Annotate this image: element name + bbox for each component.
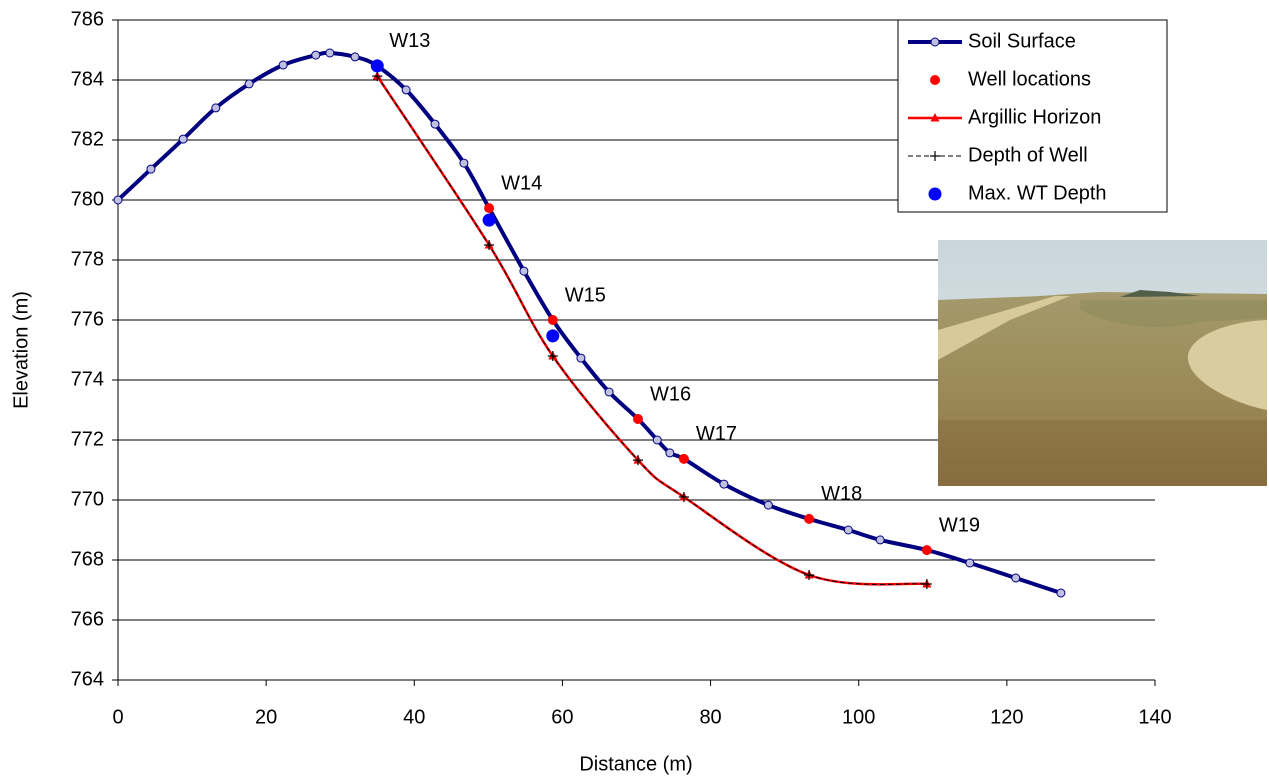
- marker: [325, 48, 335, 58]
- photo-stubble: [1187, 320, 1267, 410]
- marker: [370, 59, 384, 73]
- marker: [278, 60, 288, 70]
- x-axis-title: Distance (m): [579, 753, 692, 775]
- marker: [804, 513, 815, 524]
- point-label: W15: [565, 284, 606, 306]
- marker: [113, 195, 123, 205]
- x-tick-label: 60: [551, 706, 573, 728]
- y-tick-label: 766: [71, 608, 104, 630]
- marker: [311, 50, 321, 60]
- series: [372, 71, 932, 589]
- legend-label: Depth of Well: [968, 144, 1088, 166]
- marker: [604, 387, 614, 397]
- marker: [401, 85, 411, 95]
- y-tick-label: 772: [71, 428, 104, 450]
- marker: [921, 579, 932, 589]
- point-label: W13: [389, 30, 430, 52]
- marker: [146, 164, 156, 174]
- marker: [921, 545, 932, 556]
- marker: [484, 240, 495, 250]
- marker: [244, 79, 254, 89]
- grid: 764 766 768 770 772 774 776 778 780 782 784 786 0 20 4…: [71, 8, 1172, 728]
- marker: [350, 52, 360, 62]
- y-axis-title: Elevation (m): [10, 291, 32, 409]
- marker: [678, 492, 689, 502]
- marker: [652, 435, 662, 445]
- marker: [547, 315, 558, 325]
- x-tick-label: 0: [112, 706, 123, 728]
- legend-marker: [928, 187, 942, 201]
- marker: [665, 448, 675, 458]
- marker: [1011, 573, 1021, 583]
- photo: [938, 240, 1267, 486]
- marker: [546, 329, 560, 343]
- x-tick-label: 80: [699, 706, 721, 728]
- photo-grass: [1080, 300, 1267, 327]
- y-tick-label: 782: [71, 128, 104, 150]
- legend-box: [897, 19, 1168, 213]
- marker: [372, 71, 383, 82]
- photo-stubble: [938, 296, 1070, 360]
- marker: [632, 455, 643, 466]
- legend-marker: [930, 113, 940, 122]
- legend-marker: [930, 75, 940, 85]
- marker: [547, 351, 558, 361]
- y-tick-label: 786: [71, 8, 104, 30]
- marker: [459, 158, 469, 168]
- photo-foreground: [938, 420, 1267, 486]
- legend-label: Well locations: [968, 68, 1091, 90]
- marker: [482, 213, 496, 227]
- legend-marker: [930, 151, 940, 161]
- x-tick-label: 20: [255, 706, 277, 728]
- marker: [519, 266, 529, 276]
- y-tick-label: 780: [71, 188, 104, 210]
- marker: [484, 203, 495, 214]
- point-label: W17: [696, 423, 737, 445]
- marker: [804, 570, 815, 580]
- marker: [430, 119, 440, 129]
- legend-marker: [930, 37, 940, 47]
- y-tick-label: 770: [71, 488, 104, 510]
- marker: [678, 453, 689, 464]
- y-tick-label: 778: [71, 248, 104, 270]
- x-tick-label: 120: [990, 706, 1023, 728]
- marker: [632, 414, 643, 424]
- legend-label: Soil Surface: [968, 30, 1076, 52]
- point-label: W16: [650, 383, 691, 405]
- photo-hill: [938, 292, 1267, 486]
- marker: [211, 103, 221, 113]
- x-tick-label: 40: [403, 706, 425, 728]
- legend-label: Argillic Horizon: [968, 106, 1101, 128]
- legend: Soil Surface Well locations Argillic Horiz…: [897, 19, 1168, 213]
- y-tick-label: 764: [71, 668, 104, 690]
- photo-trees: [1120, 290, 1200, 297]
- y-tick-label: 774: [71, 368, 104, 390]
- point-label: W19: [939, 514, 980, 536]
- point-label: W14: [501, 172, 542, 194]
- marker: [965, 558, 975, 568]
- legend-label: Max. WT Depth: [968, 182, 1107, 204]
- marker: [1056, 588, 1066, 598]
- marker: [719, 479, 729, 489]
- series: [370, 59, 560, 343]
- marker: [763, 500, 773, 510]
- marker: [178, 134, 188, 144]
- marker: [843, 525, 853, 535]
- x-tick-label: 100: [842, 706, 875, 728]
- y-tick-label: 784: [71, 68, 104, 90]
- point-label: W18: [821, 483, 862, 505]
- marker: [875, 535, 885, 545]
- y-tick-label: 776: [71, 308, 104, 330]
- marker: [576, 353, 586, 363]
- y-tick-label: 768: [71, 548, 104, 570]
- x-tick-label: 140: [1138, 706, 1171, 728]
